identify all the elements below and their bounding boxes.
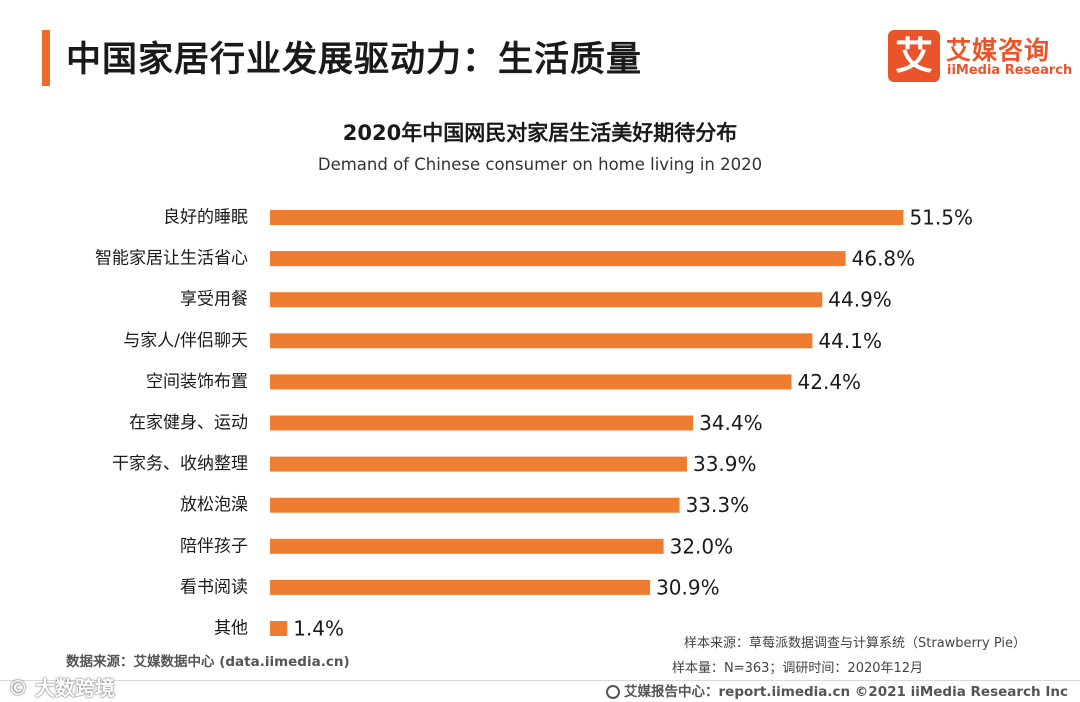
- category-label: 看书阅读: [180, 577, 248, 597]
- category-label: 享受用餐: [180, 290, 248, 310]
- bar: [270, 292, 823, 308]
- category-label: 与家人/伴侣聊天: [123, 331, 248, 351]
- value-label: 42.4%: [798, 370, 862, 394]
- data-source: 数据来源：艾媒数据中心 (data.iimedia.cn): [66, 654, 350, 670]
- page-title: 中国家居行业发展驱动力：生活质量: [66, 40, 643, 80]
- logo-mark-icon: 艾: [888, 30, 940, 82]
- bar: [270, 497, 680, 513]
- value-label: 46.8%: [852, 247, 916, 271]
- footer-copyright: 艾媒报告中心：report.iimedia.cn ©2021 iiMedia R…: [606, 680, 1068, 700]
- value-label: 1.4%: [293, 617, 344, 641]
- bar: [270, 415, 694, 431]
- bar: [270, 456, 687, 472]
- category-label: 干家务、收纳整理: [112, 454, 248, 474]
- watermark: © 大数跨境: [8, 676, 115, 700]
- iimedia-logo: 艾 艾媒咨询 iiMedia Research: [888, 30, 1072, 84]
- copyright-text: 艾媒报告中心：report.iimedia.cn ©2021 iiMedia R…: [624, 684, 1068, 700]
- category-label: 智能家居让生活省心: [95, 249, 248, 269]
- value-label: 44.1%: [818, 329, 882, 353]
- bar: [270, 538, 664, 554]
- bar: [270, 579, 651, 595]
- chart-title: 2020年中国网民对家居生活美好期待分布: [342, 121, 738, 145]
- category-label: 放松泡澡: [180, 495, 248, 515]
- value-label: 30.9%: [656, 575, 720, 599]
- category-label: 在家健身、运动: [129, 413, 248, 433]
- logo-text-en: iiMedia Research: [947, 63, 1073, 78]
- footer-divider: [0, 680, 1080, 681]
- category-label: 空间装饰布置: [146, 372, 248, 392]
- bar: [270, 374, 792, 390]
- value-label: 33.3%: [686, 493, 750, 517]
- chart-subtitle: Demand of Chinese consumer on home livin…: [317, 155, 763, 174]
- bar: [270, 251, 846, 267]
- globe-icon: [606, 685, 620, 699]
- category-label: 其他: [214, 619, 248, 639]
- value-label: 33.9%: [693, 452, 757, 476]
- logo-text-cn: 艾媒咨询: [946, 36, 1051, 65]
- sample-source: 样本来源：草莓派数据调查与计算系统（Strawberry Pie）: [684, 636, 1026, 651]
- bar: [270, 210, 904, 225]
- value-label: 51.5%: [909, 206, 973, 230]
- value-label: 34.4%: [699, 411, 763, 435]
- sample-size: 样本量：N=363；调研时间：2020年12月: [672, 661, 924, 676]
- category-label: 良好的睡眠: [163, 208, 248, 228]
- bar: [270, 621, 288, 636]
- title-accent-bar: [42, 30, 50, 86]
- value-label: 44.9%: [828, 288, 892, 312]
- bar: [270, 333, 813, 349]
- value-label: 32.0%: [670, 534, 734, 558]
- category-label: 陪伴孩子: [180, 536, 248, 556]
